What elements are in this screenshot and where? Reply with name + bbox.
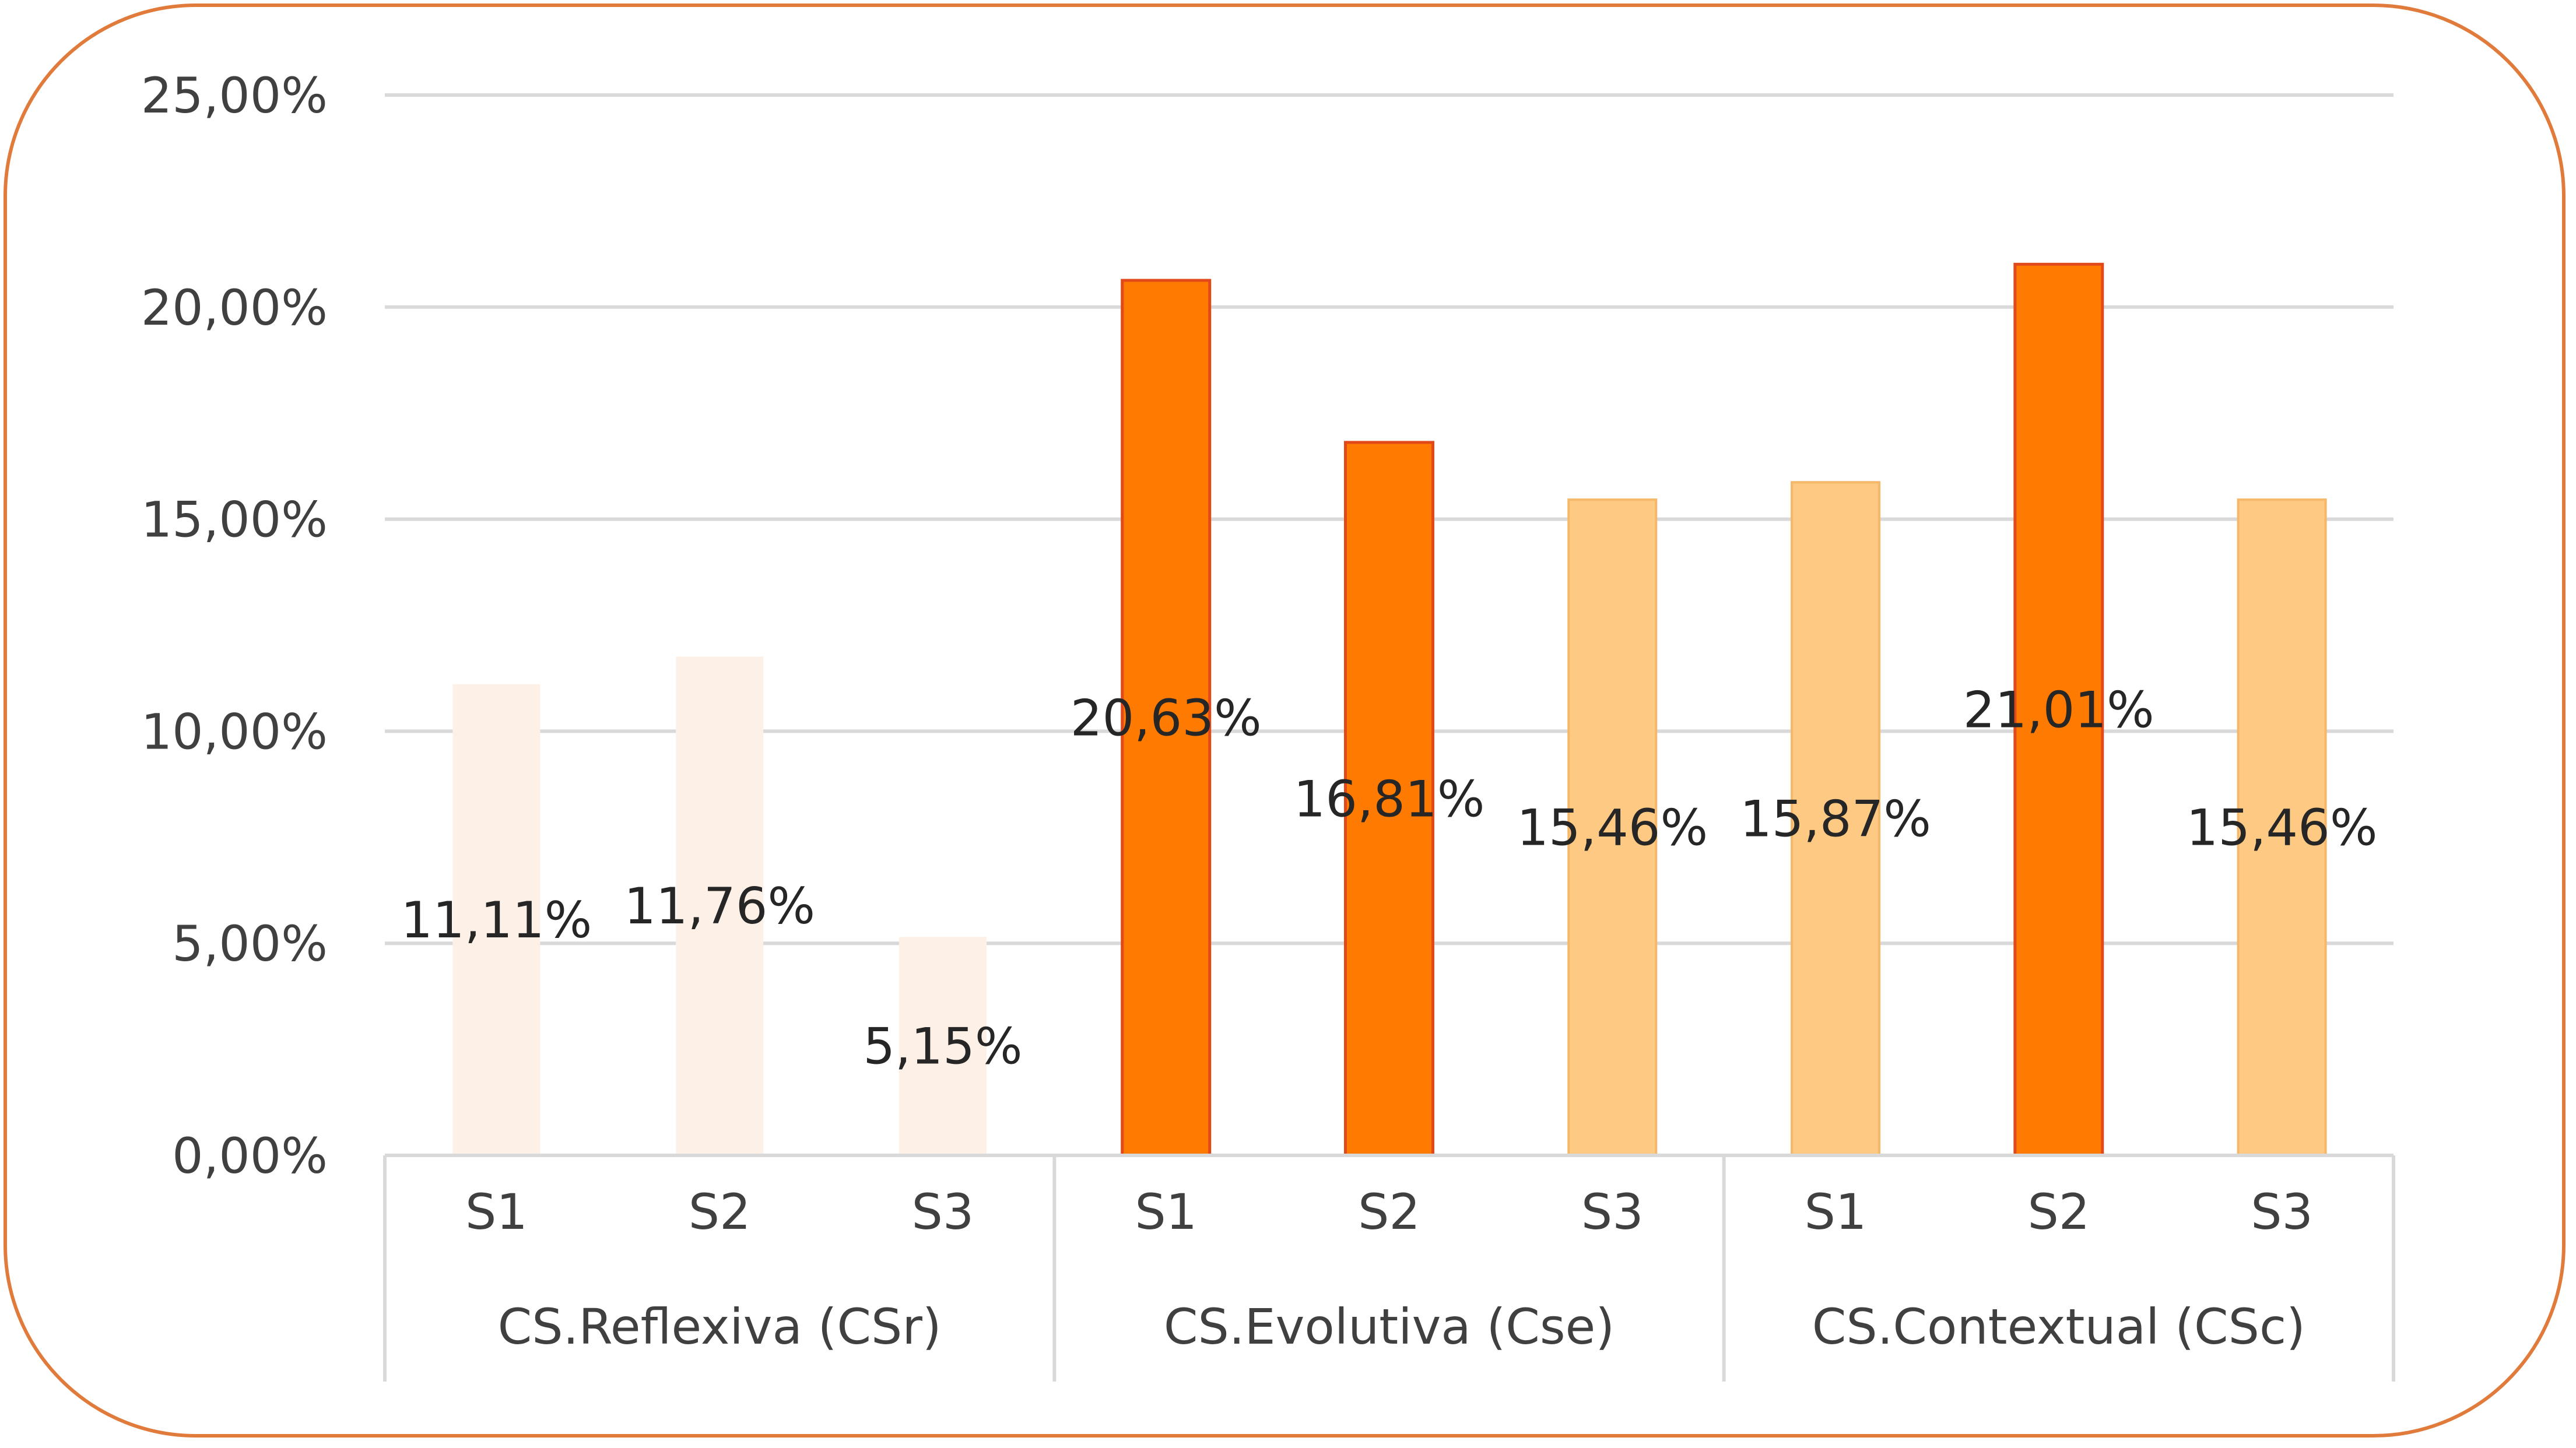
data-label: 11,11% bbox=[401, 891, 592, 950]
x-axis: S1 S2 S3 CS.Reflexiva (CSr) S1 S2 S3 CS.Evoluti… bbox=[383, 1154, 2395, 1382]
x-category-label: S3 bbox=[912, 1183, 974, 1240]
data-label: 20,63% bbox=[1071, 689, 1262, 747]
y-axis-ticks: 0,00% 5,00% 10,00% 15,00% 20,00% 25,00% bbox=[141, 67, 328, 1185]
y-tick-label: 5,00% bbox=[172, 915, 328, 972]
x-category-label: S2 bbox=[2027, 1183, 2090, 1240]
data-label: 21,01% bbox=[1963, 681, 2154, 740]
x-category-label: S2 bbox=[689, 1183, 751, 1240]
bar-2-s1 bbox=[1121, 279, 1212, 1157]
x-category-label: S1 bbox=[1135, 1183, 1197, 1240]
bar-1-s1 bbox=[452, 684, 541, 1155]
bars bbox=[452, 262, 2327, 1157]
x-group-label: CS.Reflexiva (CSr) bbox=[498, 1298, 942, 1355]
bar-2-s3 bbox=[1567, 498, 1658, 1157]
data-label: 16,81% bbox=[1294, 770, 1485, 828]
bar-3-s2 bbox=[2013, 262, 2104, 1157]
bar-2-s2 bbox=[1344, 441, 1434, 1157]
y-tick-label: 25,00% bbox=[141, 67, 328, 124]
chart-frame bbox=[3, 3, 2566, 1438]
bar-1-s2 bbox=[676, 656, 764, 1155]
x-category-label: S1 bbox=[1805, 1183, 1867, 1240]
data-label: 5,15% bbox=[863, 1018, 1022, 1076]
data-label: 15,46% bbox=[1517, 799, 1708, 857]
y-tick-label: 0,00% bbox=[172, 1127, 328, 1185]
x-category-label: S2 bbox=[1358, 1183, 1420, 1240]
x-group-label: CS.Contextual (CSc) bbox=[1812, 1298, 2305, 1355]
x-category-label: S3 bbox=[2251, 1183, 2313, 1240]
y-tick-label: 15,00% bbox=[141, 491, 328, 549]
bar-3-s3 bbox=[2237, 498, 2327, 1157]
y-tick-label: 10,00% bbox=[141, 703, 328, 760]
bar-3-s1 bbox=[1791, 481, 1881, 1157]
data-labels: 11,11% 11,76% 5,15% 20,63% 16,81% 15,46% 15,87… bbox=[401, 681, 2377, 1076]
data-label: 11,76% bbox=[624, 877, 815, 936]
data-label: 15,46% bbox=[2187, 799, 2378, 857]
x-category-label: S3 bbox=[1581, 1183, 1644, 1240]
data-label: 15,87% bbox=[1740, 790, 1931, 849]
x-group-label: CS.Evolutiva (Cse) bbox=[1164, 1298, 1615, 1355]
y-tick-label: 20,00% bbox=[141, 279, 328, 336]
bar-1-s3 bbox=[899, 937, 987, 1155]
x-category-label: S1 bbox=[465, 1183, 528, 1240]
